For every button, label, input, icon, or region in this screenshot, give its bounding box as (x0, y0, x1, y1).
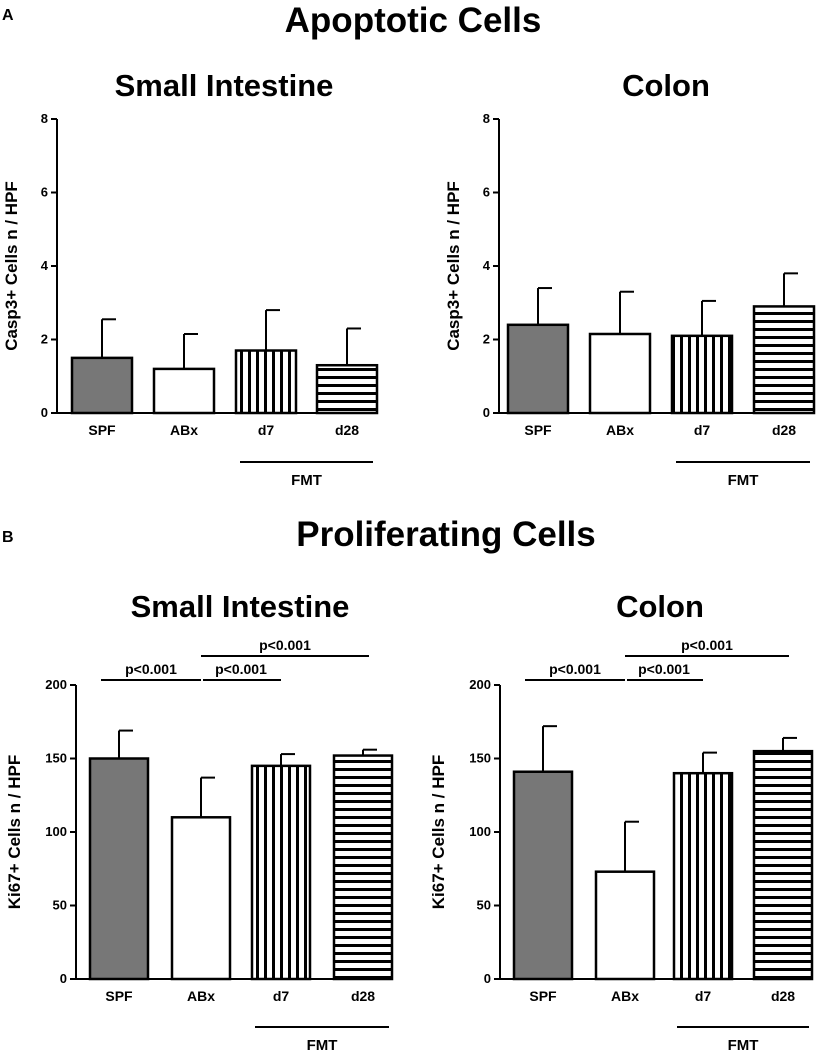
y-tick-label: 2 (483, 332, 490, 347)
x-category-label: d7 (695, 988, 712, 1004)
bar-abx (152, 367, 216, 415)
significance-label: p<0.001 (259, 637, 311, 653)
x-category-label: d7 (273, 988, 290, 1004)
x-category-label: d28 (771, 988, 795, 1004)
y-tick-label: 4 (483, 258, 491, 273)
y-axis-label: Ki67+ Cells n / HPF (5, 755, 24, 909)
y-tick-label: 50 (477, 898, 491, 913)
x-category-label: ABx (611, 988, 639, 1004)
y-tick-label: 150 (45, 751, 67, 766)
significance-label: p<0.001 (215, 661, 267, 677)
y-tick-label: 0 (41, 405, 48, 420)
y-tick-label: 6 (483, 185, 490, 200)
bar-abx (594, 870, 656, 981)
significance-label: p<0.001 (638, 661, 690, 677)
x-category-label: SPF (529, 988, 557, 1004)
bar-abx (588, 332, 652, 415)
x-category-label: d7 (694, 422, 711, 438)
bar-spf (506, 323, 570, 415)
y-tick-label: 0 (484, 971, 491, 986)
bar-d7 (672, 771, 734, 981)
bar-d28 (315, 363, 379, 415)
chart-title: Colon (622, 68, 710, 103)
bar-d28 (752, 749, 814, 981)
panel-a-title: Apoptotic Cells (285, 1, 542, 40)
chart-small-intestine-proliferating: Small Intestine Ki67+ Cells n / HPF 0 50 100… (5, 589, 394, 1054)
bar-d28 (752, 305, 816, 415)
significance-label: p<0.001 (125, 661, 177, 677)
x-category-label: ABx (187, 988, 215, 1004)
chart-colon-apoptotic: Colon Casp3+ Cells n / HPF 0 2 4 6 8 SPF ABx d7 d2… (444, 68, 816, 489)
x-category-label: d28 (351, 988, 375, 1004)
y-tick-label: 0 (60, 971, 67, 986)
bar-d7 (250, 764, 312, 981)
bar-spf (512, 770, 574, 981)
y-tick-label: 0 (483, 405, 490, 420)
group-label: FMT (307, 1037, 338, 1054)
chart-colon-proliferating: Colon Ki67+ Cells n / HPF 0 50 100 150 200 SPF A… (429, 589, 814, 1054)
bar-d28 (332, 754, 394, 981)
chart-title: Small Intestine (131, 589, 350, 624)
y-tick-label: 100 (469, 824, 491, 839)
y-tick-label: 200 (469, 677, 491, 692)
y-tick-label: 2 (41, 332, 48, 347)
y-tick-label: 150 (469, 751, 491, 766)
x-category-label: SPF (88, 422, 116, 438)
chart-small-intestine-apoptotic: Small Intestine Casp3+ Cells n / HPF 0 2 4 6 8… (2, 68, 379, 489)
y-tick-label: 4 (41, 258, 49, 273)
bar-abx (170, 816, 232, 981)
y-axis-label: Ki67+ Cells n / HPF (429, 755, 448, 909)
y-tick-label: 6 (41, 185, 48, 200)
group-label: FMT (728, 1037, 759, 1054)
x-category-label: SPF (105, 988, 133, 1004)
y-tick-label: 100 (45, 824, 67, 839)
x-category-label: d28 (335, 422, 359, 438)
x-category-label: ABx (170, 422, 198, 438)
panel-a-letter: A (2, 7, 14, 24)
y-tick-label: 200 (45, 677, 67, 692)
chart-title: Colon (616, 589, 704, 624)
bar-spf (88, 757, 150, 981)
y-tick-label: 8 (41, 111, 48, 126)
y-tick-label: 50 (53, 898, 67, 913)
group-label: FMT (291, 472, 322, 489)
x-category-label: SPF (524, 422, 552, 438)
bar-d7 (670, 334, 734, 415)
x-category-label: ABx (606, 422, 634, 438)
x-category-label: d28 (772, 422, 796, 438)
panel-b-letter: B (2, 529, 14, 546)
chart-title: Small Intestine (115, 68, 334, 103)
group-label: FMT (728, 472, 759, 489)
significance-label: p<0.001 (681, 637, 733, 653)
bar-spf (70, 356, 134, 415)
y-axis-label: Casp3+ Cells n / HPF (2, 181, 21, 351)
significance-label: p<0.001 (549, 661, 601, 677)
bar-d7 (234, 349, 298, 415)
panel-b-title: Proliferating Cells (296, 515, 596, 554)
x-category-label: d7 (258, 422, 275, 438)
y-tick-label: 8 (483, 111, 490, 126)
y-axis-label: Casp3+ Cells n / HPF (444, 181, 463, 351)
